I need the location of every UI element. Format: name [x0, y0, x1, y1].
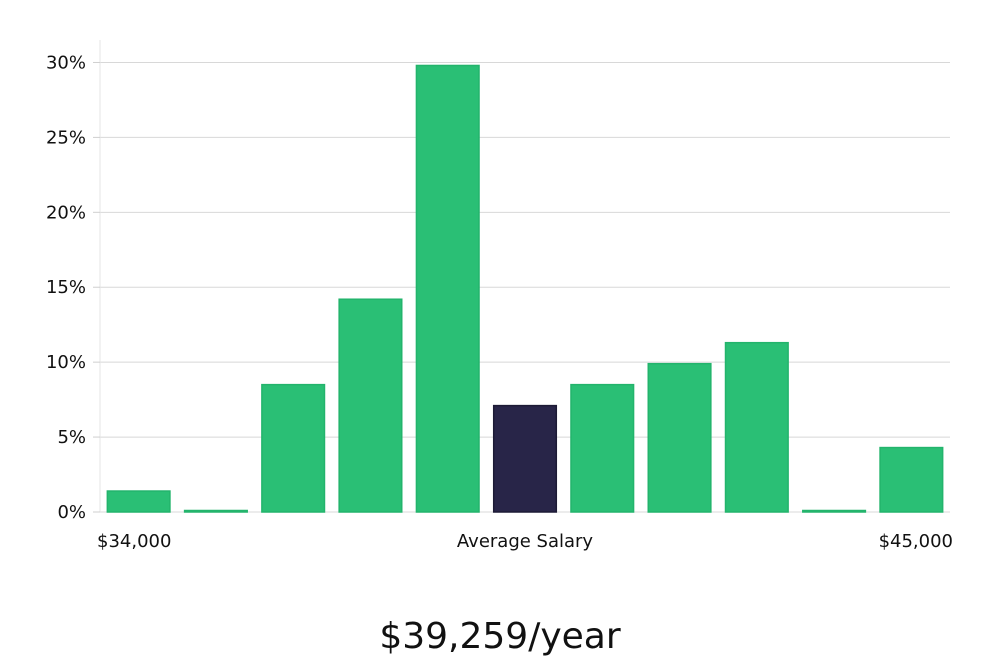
y-tick-label-30: 30%: [46, 52, 86, 73]
bar-2: [183, 509, 248, 513]
y-tick-label-5: 5%: [57, 427, 86, 448]
x-tick-label-max: $45,000: [879, 531, 953, 552]
bar-4: [338, 298, 403, 513]
y-tick-label-15: 15%: [46, 277, 86, 298]
bars: [106, 64, 944, 513]
x-axis-center-label: Average Salary: [457, 531, 594, 552]
bar-1: [106, 490, 171, 513]
bar-average-salary: [492, 404, 558, 513]
gridlines: [100, 61, 950, 513]
bar-11: [879, 446, 944, 513]
y-axis-ticks: 0% 5% 10% 15% 20% 25% 30%: [46, 52, 100, 523]
bar-8: [647, 362, 712, 513]
y-tick-label-25: 25%: [46, 127, 86, 148]
bar-9: [724, 341, 789, 513]
x-axis-labels: $34,000 Average Salary $45,000: [97, 531, 953, 552]
x-tick-label-min: $34,000: [97, 531, 171, 552]
y-tick-label-10: 10%: [46, 352, 86, 373]
bar-5: [415, 64, 480, 513]
bar-3: [261, 383, 326, 513]
y-tick-label-0: 0%: [57, 502, 86, 523]
bar-7: [570, 383, 635, 513]
average-salary-value: $39,259/year: [379, 616, 621, 657]
y-tick-label-20: 20%: [46, 202, 86, 223]
bar-10: [802, 509, 867, 513]
